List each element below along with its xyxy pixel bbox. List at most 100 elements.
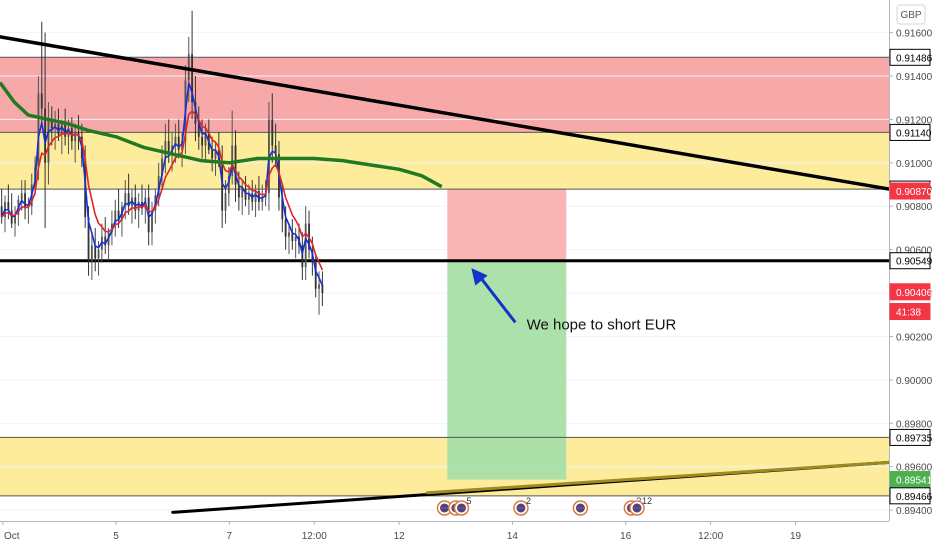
candle-body bbox=[241, 188, 244, 198]
candle-body bbox=[191, 54, 194, 103]
candle-body bbox=[20, 193, 23, 200]
red-resistance-zone bbox=[0, 57, 889, 133]
candle-body bbox=[124, 193, 127, 207]
currency-label[interactable]: GBP bbox=[900, 10, 921, 21]
price-badge[interactable] bbox=[889, 123, 931, 141]
price-badge-label: 0.90870 bbox=[896, 187, 932, 198]
price-badge-label: 0.89541 bbox=[896, 476, 932, 487]
event-count: 2 bbox=[526, 496, 531, 506]
stop-loss-zone[interactable] bbox=[447, 189, 567, 261]
candle-body bbox=[60, 123, 63, 135]
price-badge[interactable] bbox=[889, 303, 931, 321]
candle-body bbox=[274, 145, 277, 155]
price-badge-label: 41:38 bbox=[896, 308, 921, 319]
candle-body bbox=[254, 191, 257, 202]
candle-body bbox=[174, 136, 177, 146]
candle-body bbox=[194, 102, 197, 124]
candle-body bbox=[321, 284, 324, 294]
candle-body bbox=[227, 175, 230, 194]
candle-body bbox=[181, 141, 183, 150]
price-badge[interactable] bbox=[889, 428, 931, 446]
trendlines[interactable] bbox=[0, 35, 891, 514]
candle-body bbox=[221, 162, 224, 211]
time-tick-label: Oct bbox=[4, 531, 20, 542]
candle-body bbox=[44, 108, 47, 163]
time-tick-label: 7 bbox=[227, 531, 233, 542]
candle-body bbox=[90, 245, 93, 261]
price-tick-label: 0.91600 bbox=[896, 29, 932, 40]
candle-body bbox=[110, 223, 113, 233]
event-count: 5 bbox=[466, 496, 471, 506]
candle-body bbox=[177, 136, 180, 150]
price-tick-label: 0.89800 bbox=[896, 419, 932, 430]
candle-body bbox=[281, 197, 284, 220]
candle-body bbox=[151, 210, 153, 233]
candle-body bbox=[257, 191, 260, 202]
candle-body bbox=[37, 93, 40, 168]
price-axis[interactable]: GBP 0.89400 0.89600 0.89800 0.90000 0.90200 0.… bbox=[889, 0, 932, 550]
annotation-text[interactable]: We hope to short EUR bbox=[527, 317, 677, 334]
candle-body bbox=[201, 136, 204, 146]
event-count: 12 bbox=[642, 496, 652, 506]
annotation-arrow-head[interactable] bbox=[471, 268, 488, 286]
ascending-trendline-gold[interactable] bbox=[426, 460, 891, 495]
time-axis[interactable]: Oct 5 7 12:00 12 14 16 12:00 19 bbox=[0, 521, 889, 550]
candle-body bbox=[161, 158, 163, 176]
candle-body bbox=[197, 123, 200, 137]
candle-body bbox=[214, 149, 217, 159]
time-tick-label: 14 bbox=[507, 531, 519, 542]
price-tick-label: 0.91000 bbox=[896, 159, 932, 170]
candle-body bbox=[237, 184, 240, 198]
candle-body bbox=[314, 262, 317, 289]
candle-body bbox=[294, 236, 297, 241]
candle-body bbox=[127, 193, 130, 207]
price-tick-label: 0.90800 bbox=[896, 202, 932, 213]
candle-body bbox=[288, 232, 290, 237]
ema-mid-line bbox=[1, 110, 324, 271]
candle-body bbox=[57, 123, 60, 135]
economic-events[interactable]: 52212 bbox=[436, 496, 653, 516]
price-badge[interactable] bbox=[889, 48, 931, 66]
candle-body bbox=[0, 206, 3, 218]
candle-body bbox=[117, 210, 120, 220]
time-tick-label: 19 bbox=[790, 531, 802, 542]
price-tick-label: 0.89600 bbox=[896, 463, 932, 474]
take-profit-zone[interactable] bbox=[447, 260, 567, 480]
price-badge-label: 0.89735 bbox=[896, 433, 932, 444]
annotation-arrow-shaft[interactable] bbox=[478, 275, 517, 324]
short-position-tool[interactable] bbox=[447, 189, 567, 480]
annotation[interactable]: We hope to short EUR bbox=[471, 268, 677, 334]
candle-body bbox=[318, 284, 320, 289]
ma-slow-line bbox=[0, 81, 443, 189]
candle-body bbox=[64, 123, 67, 137]
price-badge[interactable] bbox=[889, 182, 931, 200]
yellow-resistance-zone bbox=[0, 132, 889, 190]
candle-body bbox=[157, 175, 160, 196]
candle-body bbox=[284, 219, 287, 237]
time-tick-label: 5 bbox=[113, 531, 119, 542]
candle-body bbox=[87, 217, 90, 261]
price-zones bbox=[0, 57, 889, 496]
price-badge-label: 0.91140 bbox=[896, 128, 932, 139]
price-badge[interactable] bbox=[889, 487, 931, 505]
candle-body bbox=[167, 141, 170, 155]
price-badge[interactable] bbox=[889, 283, 931, 301]
candle-body bbox=[134, 197, 137, 211]
price-tick-label: 0.91200 bbox=[896, 115, 932, 126]
candle-body bbox=[7, 201, 10, 211]
price-tick-label: 0.90600 bbox=[896, 246, 932, 257]
descending-trendline[interactable] bbox=[0, 35, 891, 191]
moving-averages bbox=[0, 81, 443, 286]
price-badge-label: 0.90406 bbox=[896, 288, 932, 299]
price-badge-label: 0.89466 bbox=[896, 492, 932, 503]
time-tick-label: 16 bbox=[620, 531, 632, 542]
currency-button[interactable] bbox=[896, 4, 926, 25]
price-tick-label: 0.90200 bbox=[896, 332, 932, 343]
price-badge[interactable] bbox=[889, 252, 931, 270]
candle-body bbox=[234, 145, 237, 185]
candle-body bbox=[104, 236, 107, 246]
price-badge-label: 0.90549 bbox=[896, 257, 932, 268]
horizontal-levels[interactable] bbox=[0, 56, 889, 497]
price-badge-label: 0.91486 bbox=[896, 53, 932, 64]
